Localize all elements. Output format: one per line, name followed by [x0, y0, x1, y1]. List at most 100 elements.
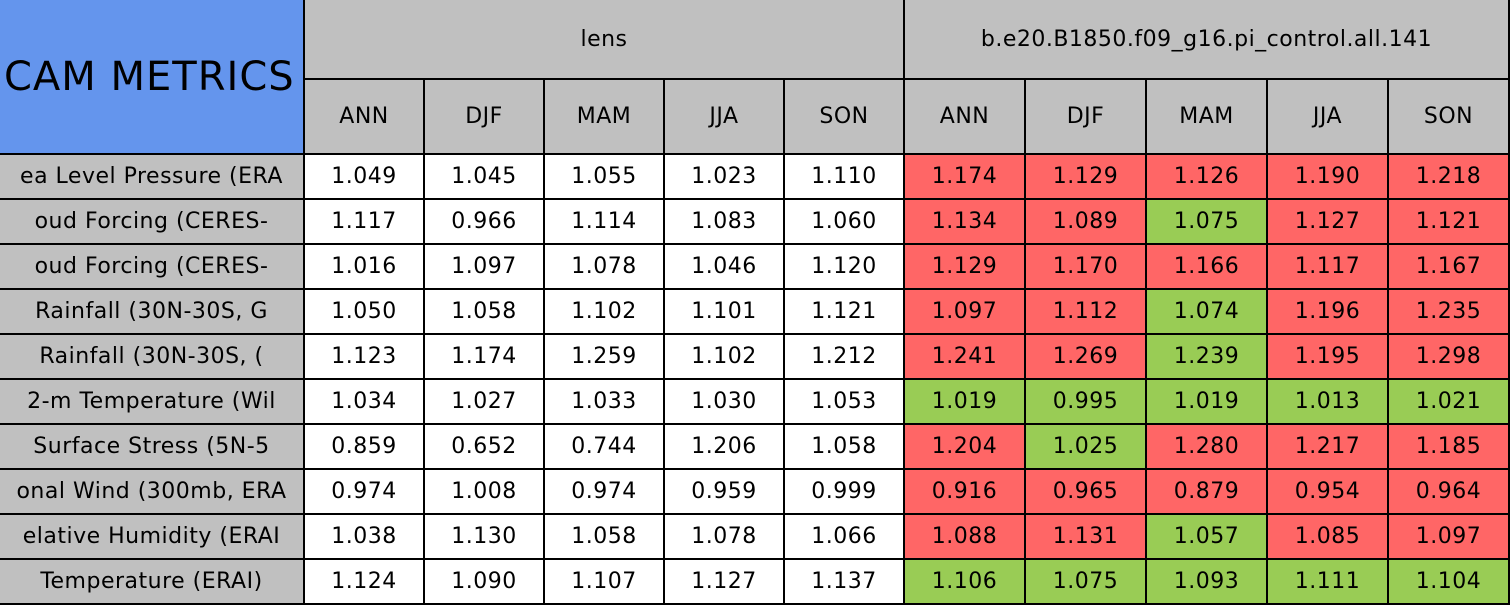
metric-cell: 1.124 [305, 560, 425, 605]
metric-cell: 0.916 [905, 470, 1026, 515]
metric-cell: 1.218 [1389, 155, 1510, 200]
row-label: ea Level Pressure (ERA [0, 155, 305, 200]
metric-cell: 1.185 [1389, 425, 1510, 470]
metric-cell: 1.104 [1389, 560, 1510, 605]
metric-cell: 1.090 [425, 560, 545, 605]
metric-cell: 1.196 [1268, 290, 1389, 335]
group-header: lens [305, 0, 905, 80]
metric-cell: 1.239 [1147, 335, 1268, 380]
metric-cell: 0.999 [785, 470, 905, 515]
metric-cell: 1.111 [1268, 560, 1389, 605]
metric-cell: 1.058 [545, 515, 665, 560]
metric-cell: 1.114 [545, 200, 665, 245]
metric-cell: 1.078 [665, 515, 785, 560]
metric-cell: 0.859 [305, 425, 425, 470]
metric-cell: 1.167 [1389, 245, 1510, 290]
metric-cell: 1.075 [1147, 200, 1268, 245]
metric-cell: 1.190 [1268, 155, 1389, 200]
metric-cell: 1.112 [1026, 290, 1147, 335]
metric-cell: 1.093 [1147, 560, 1268, 605]
metric-cell: 1.120 [785, 245, 905, 290]
metric-cell: 1.050 [305, 290, 425, 335]
metric-cell: 1.102 [545, 290, 665, 335]
metric-cell: 1.127 [665, 560, 785, 605]
metric-cell: 0.652 [425, 425, 545, 470]
season-header: DJF [1026, 80, 1147, 155]
season-header: MAM [545, 80, 665, 155]
metric-cell: 1.033 [545, 380, 665, 425]
metric-cell: 1.055 [545, 155, 665, 200]
metric-cell: 1.121 [1389, 200, 1510, 245]
metric-cell: 1.127 [1268, 200, 1389, 245]
season-header: ANN [305, 80, 425, 155]
metric-cell: 1.259 [545, 335, 665, 380]
row-label: 2-m Temperature (Wil [0, 380, 305, 425]
metric-cell: 1.170 [1026, 245, 1147, 290]
metric-cell: 1.235 [1389, 290, 1510, 335]
metric-cell: 1.174 [425, 335, 545, 380]
metric-cell: 0.744 [545, 425, 665, 470]
metric-cell: 1.102 [665, 335, 785, 380]
metric-cell: 1.298 [1389, 335, 1510, 380]
metric-cell: 1.212 [785, 335, 905, 380]
metric-cell: 1.025 [1026, 425, 1147, 470]
metric-cell: 1.217 [1268, 425, 1389, 470]
metric-cell: 1.045 [425, 155, 545, 200]
metric-cell: 0.974 [305, 470, 425, 515]
metric-cell: 0.879 [1147, 470, 1268, 515]
metric-cell: 1.269 [1026, 335, 1147, 380]
row-label: oud Forcing (CERES- [0, 200, 305, 245]
season-header: JJA [665, 80, 785, 155]
metric-cell: 0.959 [665, 470, 785, 515]
row-label: Temperature (ERAI) [0, 560, 305, 605]
metric-cell: 0.995 [1026, 380, 1147, 425]
metric-cell: 1.134 [905, 200, 1026, 245]
metric-cell: 1.019 [1147, 380, 1268, 425]
metric-cell: 0.974 [545, 470, 665, 515]
metric-cell: 1.206 [665, 425, 785, 470]
metric-cell: 1.021 [1389, 380, 1510, 425]
metric-cell: 1.088 [905, 515, 1026, 560]
row-label: oud Forcing (CERES- [0, 245, 305, 290]
metric-cell: 1.008 [425, 470, 545, 515]
metric-cell: 1.066 [785, 515, 905, 560]
season-header: SON [1389, 80, 1510, 155]
metric-cell: 1.117 [1268, 245, 1389, 290]
metric-cell: 1.107 [545, 560, 665, 605]
metric-cell: 1.121 [785, 290, 905, 335]
metric-cell: 1.023 [665, 155, 785, 200]
row-label: Rainfall (30N-30S, G [0, 290, 305, 335]
metric-cell: 1.110 [785, 155, 905, 200]
metric-cell: 1.075 [1026, 560, 1147, 605]
metric-cell: 1.083 [665, 200, 785, 245]
metric-cell: 1.195 [1268, 335, 1389, 380]
metric-cell: 1.019 [905, 380, 1026, 425]
metric-cell: 0.964 [1389, 470, 1510, 515]
season-header: DJF [425, 80, 545, 155]
row-label: elative Humidity (ERAI [0, 515, 305, 560]
season-header: ANN [905, 80, 1026, 155]
metric-cell: 1.053 [785, 380, 905, 425]
metric-cell: 1.174 [905, 155, 1026, 200]
metric-cell: 1.060 [785, 200, 905, 245]
metric-cell: 1.130 [425, 515, 545, 560]
metric-cell: 1.058 [785, 425, 905, 470]
metric-cell: 1.280 [1147, 425, 1268, 470]
row-label: Rainfall (30N-30S, ( [0, 335, 305, 380]
metric-cell: 1.046 [665, 245, 785, 290]
row-label: Surface Stress (5N-5 [0, 425, 305, 470]
group-header: b.e20.B1850.f09_g16.pi_control.all.141 [905, 0, 1510, 80]
metric-cell: 1.057 [1147, 515, 1268, 560]
metric-cell: 1.034 [305, 380, 425, 425]
title-cell: CAM METRICS [0, 0, 305, 155]
metric-cell: 1.013 [1268, 380, 1389, 425]
metric-cell: 1.126 [1147, 155, 1268, 200]
metric-cell: 1.097 [905, 290, 1026, 335]
metric-cell: 1.166 [1147, 245, 1268, 290]
metric-cell: 1.204 [905, 425, 1026, 470]
metric-cell: 1.074 [1147, 290, 1268, 335]
season-header: MAM [1147, 80, 1268, 155]
metric-cell: 1.097 [1389, 515, 1510, 560]
metric-cell: 1.123 [305, 335, 425, 380]
